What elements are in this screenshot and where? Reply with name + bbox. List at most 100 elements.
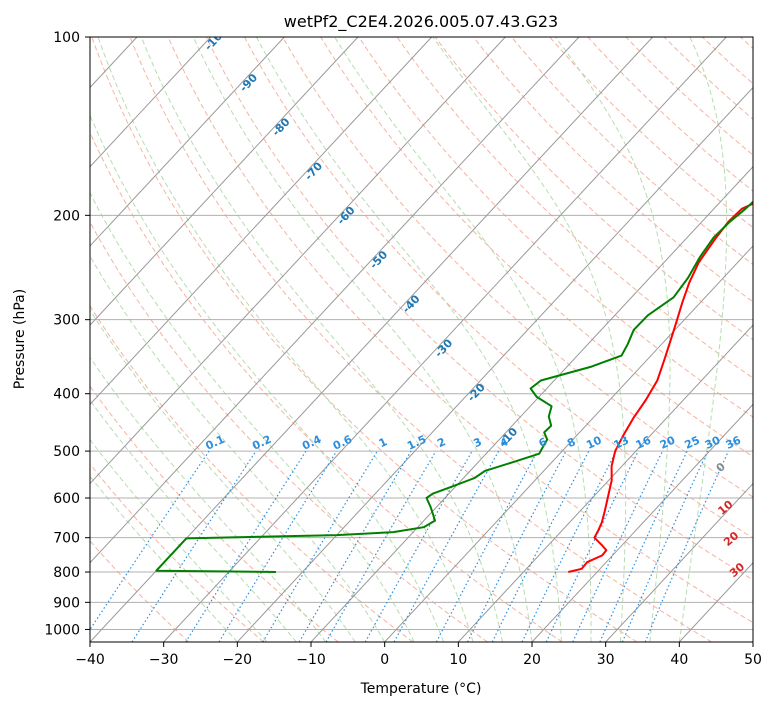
x-axis-label: Temperature (°C)	[360, 681, 482, 697]
x-tick-label: 30	[597, 652, 615, 668]
x-tick-label: −30	[149, 652, 179, 668]
dry-adiabat	[511, 37, 753, 266]
mixing-ratio-label: 2	[435, 435, 447, 450]
mixing-ratio-label: 6	[537, 435, 550, 450]
mixing-ratio-line	[393, 450, 500, 642]
isotherm-label: -90	[237, 71, 260, 95]
x-tick-label: −20	[223, 652, 253, 668]
dry-adiabat	[320, 37, 753, 458]
warm-isotherm-label: 30	[727, 560, 747, 580]
isotherm-label: -20	[465, 381, 488, 405]
dry-adiabat	[740, 37, 753, 50]
isotherm-label: -70	[302, 159, 325, 183]
mixing-ratio-label: 36	[724, 433, 744, 451]
y-axis: 100 200 300 400 500 600 700 800 900 1000	[44, 30, 90, 638]
y-tick-label: 600	[53, 491, 80, 507]
isotherm-line	[163, 37, 727, 642]
x-tick-label: 10	[449, 652, 467, 668]
dry-adiabat	[90, 305, 414, 642]
chart-title: wetPf2_C2E4.2026.005.07.43.G23	[284, 12, 558, 32]
moist-adiabat	[97, 37, 474, 642]
x-tick-label: 50	[744, 652, 762, 668]
isotherm-line	[236, 86, 753, 642]
moist-adiabat	[432, 37, 627, 642]
mixing-ratio-line	[521, 450, 617, 642]
y-tick-label: 400	[53, 387, 80, 403]
mixing-ratio-line	[131, 450, 257, 642]
isotherm-line	[90, 37, 506, 485]
dry-adiabat	[167, 37, 753, 624]
mixing-ratio-label: 16	[634, 433, 654, 451]
mixing-ratio-line	[364, 450, 473, 642]
y-tick-label: 300	[53, 313, 80, 329]
mixing-ratio-label: 25	[683, 434, 702, 452]
x-tick-label: 20	[523, 652, 541, 668]
mixing-ratio-label: 0.2	[250, 433, 273, 453]
isotherm-line	[310, 165, 753, 642]
y-tick-label: 700	[53, 531, 80, 547]
isotherm-label: -40	[400, 292, 423, 316]
moist-adiabat	[90, 438, 268, 642]
plot-frame	[89, 36, 754, 643]
dry-adiabat	[129, 37, 712, 642]
isotherm-line	[90, 37, 433, 406]
inline-labels: -100-90-80-70-60-50-40-30-20-100.1 0.2 0.4…	[202, 24, 768, 611]
x-tick-label: −10	[296, 652, 326, 668]
isotherm-line	[90, 37, 359, 326]
dry-adiabat	[91, 37, 638, 642]
dewpoint-profile	[155, 200, 753, 573]
moist-adiabat	[334, 37, 592, 642]
y-tick-label: 100	[53, 30, 80, 46]
moist-adiabat	[90, 191, 415, 642]
dry-adiabat	[244, 37, 753, 539]
mixing-ratio-lines	[90, 450, 729, 642]
x-axis: −40 −30 −20 −10 0 10 20 30 40 50	[75, 642, 762, 668]
y-axis-label: Pressure (hPa)	[12, 289, 28, 389]
isotherm-label: -30	[432, 336, 455, 360]
x-tick-label: 40	[670, 652, 688, 668]
temperature-profile	[568, 202, 753, 573]
moist-adiabat	[90, 309, 356, 642]
mixing-ratio-line	[435, 450, 539, 642]
y-tick-label: 900	[53, 595, 80, 611]
dry-adiabat	[396, 37, 753, 379]
isotherm-line	[90, 37, 580, 564]
moist-adiabat	[90, 399, 297, 642]
isotherm-label: -100	[202, 24, 230, 53]
warm-isotherm-label: 40	[748, 591, 768, 611]
mixing-ratio-label: 13	[612, 434, 631, 452]
isotherm-line	[457, 324, 753, 642]
moist-adiabats	[90, 37, 728, 642]
mixing-ratio-label: 0.4	[300, 433, 323, 453]
moist-adiabat	[255, 37, 562, 642]
moist-adiabat	[140, 37, 503, 642]
y-tick-label: 500	[53, 444, 80, 460]
isotherm-label: -50	[367, 248, 390, 272]
warm-isotherm-label: 20	[721, 529, 741, 549]
profiles	[155, 200, 753, 573]
isotherm-line	[531, 403, 753, 642]
x-tick-label: 0	[380, 652, 389, 668]
dry-adiabat	[434, 37, 753, 341]
isotherm-line	[678, 562, 753, 642]
mixing-ratio-line	[621, 450, 709, 642]
isotherm-label: -60	[335, 204, 358, 228]
dry-adiabat	[473, 37, 753, 303]
y-tick-label: 800	[53, 565, 80, 581]
moist-adiabat	[554, 37, 671, 642]
isotherm-label: -80	[270, 115, 293, 139]
mixing-ratio-label: 3	[471, 435, 483, 450]
x-tick-label: −40	[75, 652, 105, 668]
isotherm-line	[752, 641, 753, 642]
mixing-ratio-line	[572, 450, 664, 642]
isotherm-line	[384, 245, 753, 642]
mixing-ratio-line	[644, 450, 729, 642]
moist-adiabat	[678, 37, 728, 642]
dry-adiabat	[701, 37, 753, 85]
isotherm-line	[90, 37, 212, 168]
mixing-ratio-label: 20	[658, 433, 678, 451]
mixing-ratio-line	[90, 450, 210, 631]
dry-adiabat	[282, 37, 753, 498]
dry-adiabat	[90, 540, 190, 642]
